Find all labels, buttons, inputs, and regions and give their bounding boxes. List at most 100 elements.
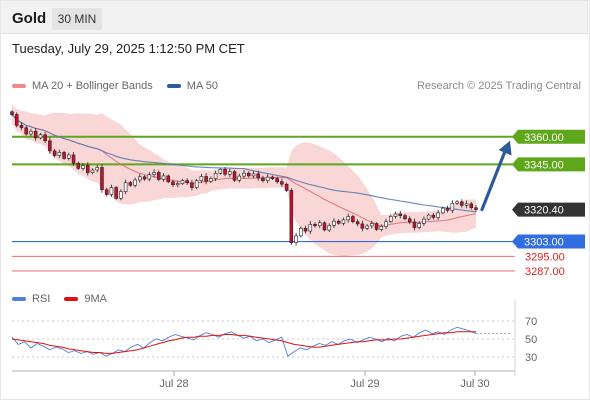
candle-down [185,180,189,184]
candle-down [52,150,57,156]
instrument-title: Gold [12,10,47,27]
price-tag-3303.00: 3303.00 [512,234,585,249]
rsi-tick-label-30: 30 [525,352,537,364]
candle-down [85,165,90,173]
candle-down [232,171,237,181]
candle-up [308,223,313,232]
candle-down [24,127,28,135]
candle-up [426,214,431,220]
legend-swatch-ma50 [166,84,181,88]
price-tag-box [512,202,585,217]
candle-up [379,226,384,230]
candle-down [166,175,171,183]
candle-up [341,219,346,224]
candle-up [90,169,95,173]
price-tag-label: 3295.00 [525,251,565,263]
rsi-line [11,326,477,357]
candle-up [455,201,459,204]
price-tag-label: 3345.00 [524,159,564,171]
candle-down [313,223,317,227]
candle-down [261,177,265,182]
candle-down [43,134,47,142]
candle-down [171,181,175,186]
candle-down [62,152,66,159]
candle-up [237,175,242,181]
candle-down [76,162,81,169]
price-tag-3295.00: 3295.00 [525,251,565,263]
price-tag-3360.00: 3360.00 [512,129,585,144]
candle-up [332,220,336,226]
rsi-ma9-line [11,331,476,354]
rsi-panel: 30 50 70 [11,316,537,364]
candle-up [199,176,204,182]
timeframe-button[interactable]: 30 MIN [52,8,102,30]
indicator-legend: RSI 9MA [12,293,121,305]
candle-down [256,173,260,179]
legend-item-rsi: RSI [12,293,50,305]
candle-down [303,228,308,232]
candle-up [265,176,270,182]
candle-up [138,176,142,181]
rsi-tick-label-70: 70 [525,316,537,328]
candle-up [327,225,331,231]
candle-down [142,176,147,180]
candle-down [128,182,133,186]
legend-label-9ma: 9MA [84,293,107,305]
projection-arrow-shaft [480,147,508,212]
candle-up [450,203,455,211]
time-axis-label-jul-28: Jul 28 [159,378,188,390]
candle-down [351,216,355,223]
candle-up [119,191,123,199]
candle-down [48,140,52,152]
legend-swatch-rsi [12,297,26,301]
candle-up [147,174,152,180]
candle-up [81,165,85,169]
candle-down [445,207,450,211]
price-tag-box [512,157,585,172]
price-tag-box [512,234,585,249]
candle-up [251,173,256,177]
candle-down [322,222,327,231]
candle-down [10,111,14,115]
candle-up [242,172,246,177]
candle-up [464,203,469,206]
candle-down [114,187,118,199]
candle-up [213,173,218,179]
candle-up [393,213,398,217]
candle-down [355,221,360,225]
candle-up [180,180,185,184]
candle-down [71,154,76,164]
candle-down [284,183,289,191]
candle-up [317,222,322,227]
legend-item-9ma: 9MA [64,293,107,305]
candle-down [246,172,251,177]
projection-arrow-head [498,140,512,156]
projection-arrow-layer [480,140,512,212]
legend-item-ma50: MA 50 [166,80,218,92]
candle-up [365,225,369,229]
candle-up [109,187,114,195]
candle-up [346,216,350,221]
price-tag-label: 3287.00 [525,266,565,278]
candle-down [412,221,417,228]
candle-up [228,171,232,175]
price-tag-3320.40: 3320.40 [512,202,585,217]
candle-down [19,125,24,129]
research-credit: Research © 2025 Trading Central [416,80,581,92]
candle-up [218,169,223,174]
candle-down [157,172,161,180]
candle-up [384,221,388,227]
candle-down [431,214,436,218]
candle-down [360,223,365,229]
candle-down [403,215,407,220]
candle-up [441,207,445,214]
candle-up [436,212,440,218]
candle-up [29,130,33,135]
chart-timestamp: Tuesday, July 29, 2025 1:12:50 PM CET [12,41,245,56]
main-legend: MA 20 + Bollinger Bands MA 50 [12,80,232,92]
candle-down [398,213,403,216]
time-axis-label-jul-29: Jul 29 [350,378,379,390]
candle-down [270,176,275,179]
price-tag-3287.00: 3287.00 [525,266,565,278]
